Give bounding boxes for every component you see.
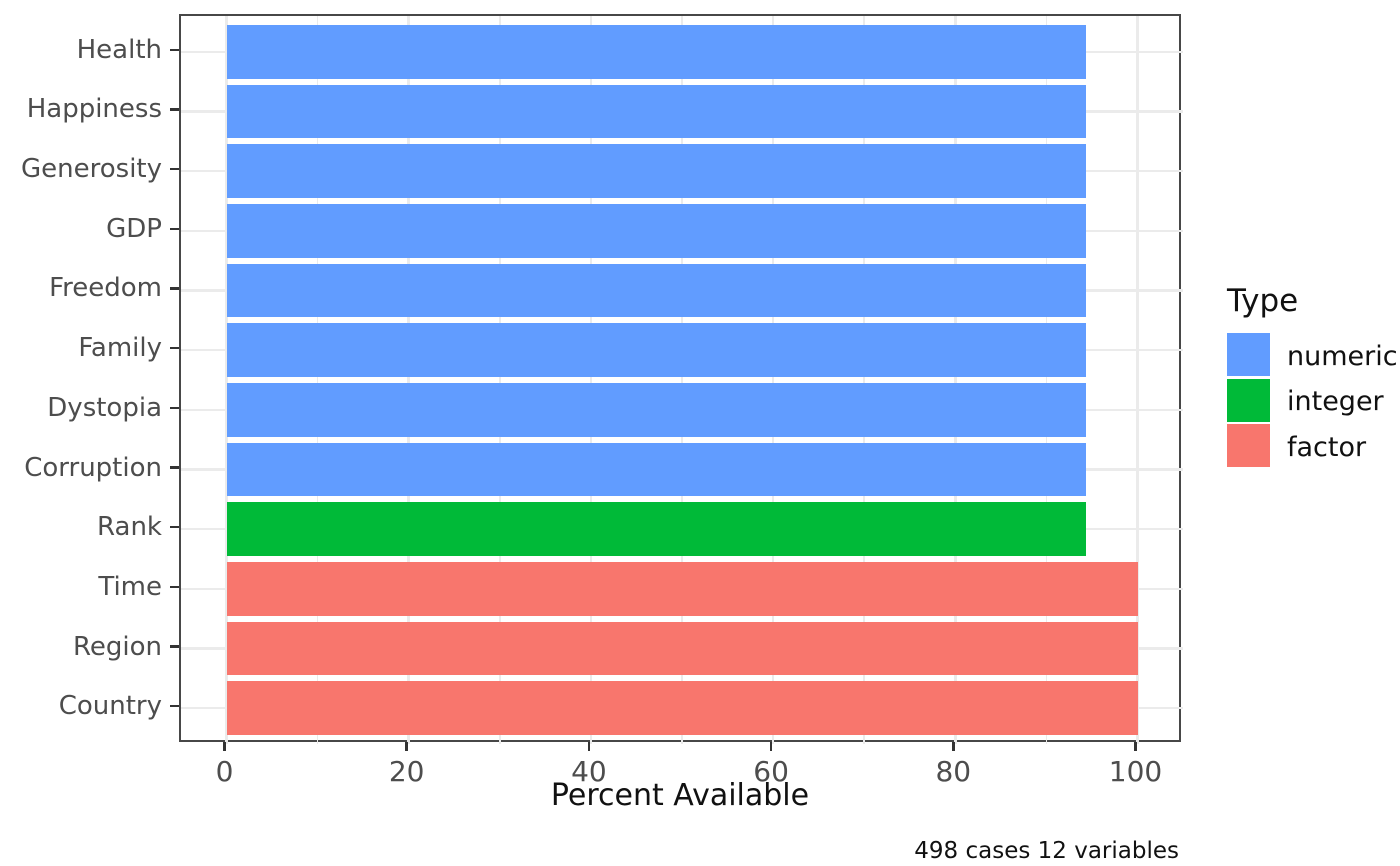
y-axis-label-gdp: GDP [106, 213, 162, 244]
legend-label-numeric: numeric [1287, 340, 1398, 372]
major-gridline [407, 16, 410, 744]
minor-gridline [863, 16, 865, 744]
x-tick-mark [223, 742, 226, 751]
x-tick-mark [769, 742, 773, 751]
bar-family [226, 323, 1087, 377]
y-tick-mark [170, 525, 179, 529]
y-axis-label-dystopia: Dystopia [47, 392, 162, 423]
minor-gridline [681, 16, 683, 744]
y-tick-mark [170, 585, 179, 589]
y-tick-mark [170, 466, 179, 469]
y-tick-mark [170, 227, 179, 231]
x-tick-mark [587, 742, 591, 751]
bar-rank [226, 502, 1087, 557]
bar-region [226, 621, 1138, 676]
y-tick-mark [170, 48, 179, 52]
y-tick-mark [170, 406, 179, 410]
bar-dystopia [226, 382, 1087, 437]
y-axis-label-country: Country [58, 691, 162, 722]
x-tick-label-20: 20 [388, 755, 425, 788]
minor-gridline [499, 16, 501, 744]
legend-label-factor: factor [1287, 431, 1367, 463]
legend-label-integer: integer [1287, 386, 1384, 417]
y-axis-label-generosity: Generosity [21, 154, 162, 185]
major-gridline [225, 16, 228, 744]
legend-key-integer [1227, 378, 1270, 422]
y-axis-label-rank: Rank [97, 512, 162, 543]
major-gridline [589, 16, 593, 744]
major-gridline [771, 16, 775, 744]
x-axis-title: Percent Available [550, 778, 810, 813]
x-tick-label-60: 60 [753, 755, 789, 788]
y-tick-mark [170, 108, 179, 111]
y-axis-label-region: Region [72, 631, 162, 662]
legend-title: Type [1227, 283, 1299, 319]
bar-corruption [226, 442, 1087, 497]
legend-key-factor [1227, 424, 1270, 467]
y-axis-label-family: Family [78, 333, 162, 364]
bar-health [226, 24, 1087, 79]
caption-text: 498 cases 12 variables [914, 838, 1179, 864]
major-gridline [1136, 16, 1139, 744]
x-tick-label-100: 100 [1108, 755, 1163, 788]
minor-gridline [1045, 16, 1048, 744]
minor-gridline [316, 16, 319, 744]
y-tick-mark [170, 346, 179, 350]
y-tick-mark [170, 167, 179, 171]
bar-time [226, 562, 1138, 616]
x-tick-mark [952, 742, 955, 751]
x-tick-label-0: 0 [215, 755, 234, 788]
major-gridline [954, 16, 957, 744]
y-axis-label-time: Time [98, 571, 162, 602]
x-tick-mark [1134, 742, 1137, 751]
x-tick-label-40: 40 [571, 755, 607, 788]
y-tick-mark [170, 704, 179, 708]
y-tick-mark [170, 645, 179, 648]
bar-gdp [226, 203, 1087, 258]
y-axis-label-corruption: Corruption [24, 452, 162, 483]
bar-country [226, 681, 1138, 736]
bar-happiness [226, 84, 1087, 139]
bar-freedom [226, 263, 1087, 318]
y-axis-label-freedom: Freedom [49, 273, 162, 304]
x-tick-mark [405, 742, 408, 751]
y-tick-mark [170, 287, 179, 290]
x-tick-label-80: 80 [935, 755, 972, 788]
plot-panel [179, 14, 1183, 744]
y-axis-label-happiness: Happiness [26, 94, 162, 125]
legend-key-numeric [1227, 333, 1270, 376]
bar-generosity [226, 144, 1087, 198]
y-axis-label-health: Health [76, 34, 162, 65]
